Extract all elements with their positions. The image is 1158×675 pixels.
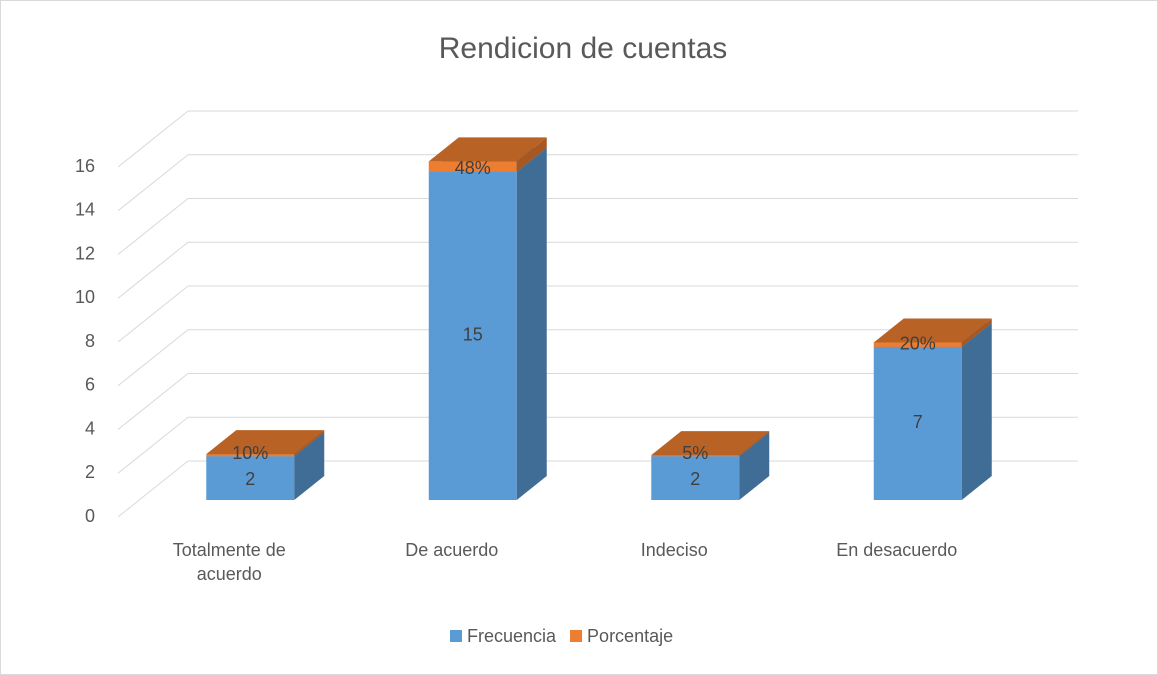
grid-line	[117, 329, 189, 387]
bar-front	[428, 161, 517, 172]
data-label: 48%	[455, 158, 491, 178]
bar-top	[206, 430, 325, 455]
bar-front	[873, 346, 962, 500]
y-tick-label: 6	[85, 375, 95, 395]
chart-title: Rendicion de cuentas	[439, 32, 728, 65]
bar-side	[516, 137, 547, 172]
data-label: 15	[463, 325, 483, 345]
bar-top	[651, 431, 770, 456]
legend-swatch	[570, 630, 583, 642]
bar-side	[516, 147, 547, 500]
grid-line	[117, 460, 189, 518]
x-tick-label: De acuerdo	[405, 540, 499, 560]
x-tick-label: Totalmente de acuerdo	[172, 540, 286, 584]
data-label: 2	[690, 469, 700, 489]
grid-line	[117, 285, 189, 343]
y-tick-label: 2	[85, 462, 95, 482]
y-tick-label: 14	[75, 200, 95, 220]
x-tick-label: En desacuerdo	[836, 540, 958, 560]
grid-line	[117, 416, 189, 474]
grid-line	[117, 198, 189, 255]
bar-front	[651, 455, 740, 457]
data-label: 2	[245, 469, 255, 489]
bar-side	[294, 430, 325, 457]
grid-line	[117, 373, 189, 430]
bar-front	[206, 454, 295, 457]
y-tick-label: 4	[85, 418, 95, 438]
data-label: 20%	[900, 334, 936, 354]
y-tick-label: 12	[75, 243, 95, 263]
bar-front	[651, 456, 740, 500]
bar-front	[206, 456, 295, 500]
legend-label: Porcentaje	[587, 626, 673, 646]
bar-side	[961, 318, 992, 347]
bar-side	[294, 432, 325, 500]
y-tick-label: 10	[75, 287, 95, 307]
grid-line	[117, 241, 189, 299]
bar-front	[428, 171, 517, 500]
data-label: 10%	[232, 443, 268, 463]
y-tick-label: 8	[85, 331, 95, 351]
bar-top	[428, 137, 547, 162]
bar-side	[961, 322, 992, 500]
legend-label: Frecuencia	[467, 626, 557, 646]
bar-side	[739, 431, 770, 457]
legend-swatch	[450, 630, 462, 642]
grid-line	[117, 154, 189, 212]
y-tick-label: 0	[85, 506, 95, 526]
grid-line	[117, 110, 189, 168]
bar-top	[873, 318, 992, 343]
bar-front	[873, 342, 962, 347]
bar-side	[739, 432, 770, 500]
data-label: 7	[913, 412, 923, 432]
y-tick-label: 16	[75, 156, 95, 176]
data-label: 5%	[682, 443, 708, 463]
x-tick-label: Indeciso	[640, 540, 708, 560]
